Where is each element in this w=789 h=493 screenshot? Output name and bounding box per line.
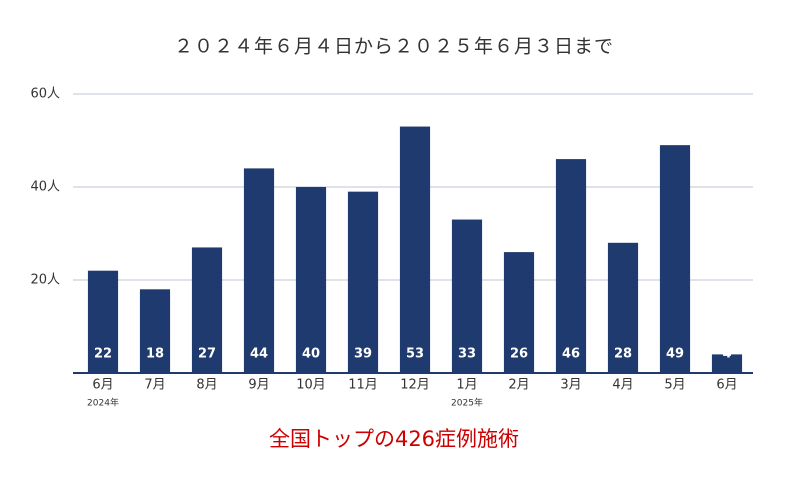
y-tick-label: 60人 xyxy=(30,87,60,102)
x-tick-label: 6月 xyxy=(92,378,113,393)
value-label: 46 xyxy=(562,347,580,362)
bar xyxy=(243,168,275,373)
x-tick-label: 3月 xyxy=(560,378,581,393)
value-label: 44 xyxy=(250,347,268,362)
value-label: 27 xyxy=(198,347,216,362)
x-sublabel: 2024年 xyxy=(87,397,119,409)
value-label: 22 xyxy=(94,347,112,362)
bar xyxy=(451,219,483,373)
x-tick-label: 10月 xyxy=(296,378,326,393)
annotation: 全国トップの426症例施術 xyxy=(269,427,519,451)
value-label: 49 xyxy=(666,347,684,362)
bar xyxy=(139,289,171,373)
bar xyxy=(191,247,223,373)
value-label: 4 xyxy=(722,347,731,362)
bar xyxy=(607,242,639,373)
x-tick-label: 11月 xyxy=(348,378,378,393)
value-label: 26 xyxy=(510,347,528,362)
x-tick-label: 2月 xyxy=(508,378,529,393)
value-label: 40 xyxy=(302,347,320,362)
x-tick-label: 7月 xyxy=(144,378,165,393)
chart-title: ２０２４年６月４日から２０２５年６月３日まで xyxy=(174,36,614,58)
x-tick-label: 4月 xyxy=(612,378,633,393)
bar xyxy=(295,187,327,373)
x-tick-label: 5月 xyxy=(664,378,685,393)
bar xyxy=(555,159,587,373)
value-label: 18 xyxy=(146,347,164,362)
x-tick-label: 6月 xyxy=(716,378,737,393)
y-tick-label: 40人 xyxy=(30,180,60,195)
x-tick-label: 1月 xyxy=(456,378,477,393)
bar xyxy=(503,252,535,373)
bar xyxy=(87,270,119,373)
bar xyxy=(399,126,431,373)
value-label: 33 xyxy=(458,347,476,362)
value-label: 53 xyxy=(406,347,424,362)
bar xyxy=(347,191,379,373)
value-label: 28 xyxy=(614,347,632,362)
x-sublabel: 2025年 xyxy=(451,397,483,409)
value-label: 39 xyxy=(354,347,372,362)
x-tick-label: 9月 xyxy=(248,378,269,393)
y-tick-label: 20人 xyxy=(30,273,60,288)
bar xyxy=(659,145,691,373)
bar xyxy=(711,354,743,373)
x-tick-label: 12月 xyxy=(400,378,430,393)
x-tick-label: 8月 xyxy=(196,378,217,393)
